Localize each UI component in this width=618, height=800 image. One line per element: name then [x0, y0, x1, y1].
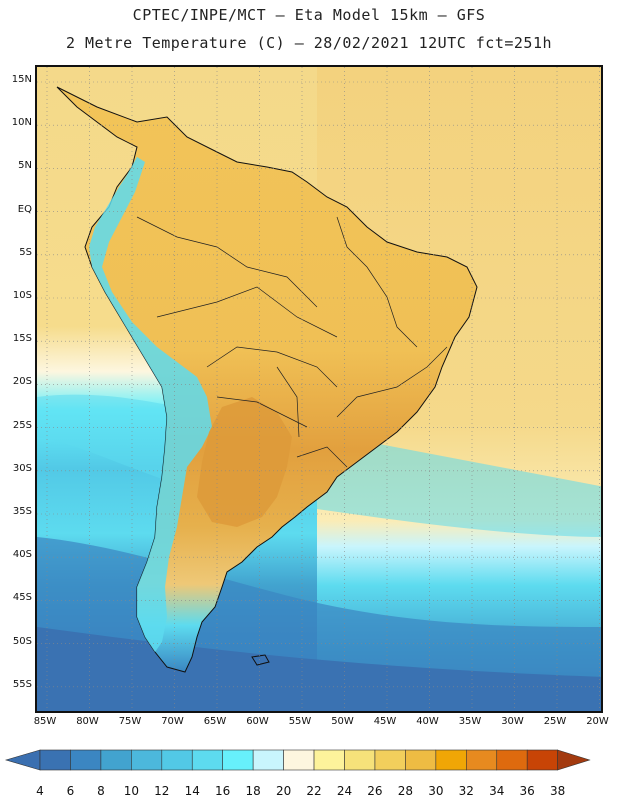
lat-tick-label: 50S — [12, 635, 32, 647]
andes-cold-strip — [89, 157, 212, 652]
colorbar-segment — [405, 749, 437, 771]
chart-title-line2: 2 Metre Temperature (C) – 28/02/2021 12U… — [65, 34, 553, 52]
lat-tick-label: 35S — [12, 506, 32, 517]
temperature-map — [37, 67, 601, 711]
lat-tick-label: 45S — [12, 592, 32, 604]
colorbar-segment — [283, 749, 315, 771]
colorbar-tick-label: 16 — [215, 784, 231, 798]
lon-tick-label: 50W — [331, 716, 354, 727]
colorbar-segment — [100, 749, 132, 771]
lon-tick-label: 25W — [543, 716, 567, 727]
lon-tick-label: 45W — [373, 716, 397, 727]
colorbar-tick-label: 12 — [154, 784, 170, 798]
lon-tick-label: 75W — [118, 716, 142, 727]
colorbar-segment — [70, 749, 102, 771]
colorbar-segment — [313, 749, 345, 771]
colorbar-tick-label: 36 — [519, 784, 535, 798]
map-frame — [35, 65, 603, 713]
lat-tick-label: 10S — [12, 290, 32, 301]
lat-tick-label: 20S — [12, 376, 32, 388]
colorbar-tick-label: 28 — [397, 784, 414, 798]
lat-tick-label: 40S — [12, 549, 32, 561]
lon-tick-label: 20W — [586, 716, 609, 727]
colorbar-segment — [222, 749, 254, 771]
colorbar-segment — [131, 749, 163, 771]
lat-tick-label: EQ — [17, 203, 32, 215]
colorbar-tick-label: 20 — [275, 784, 292, 798]
colorbar-tick-label: 14 — [184, 784, 200, 798]
colorbar-segment — [191, 749, 224, 771]
colorbar-segment — [161, 749, 193, 771]
lat-tick-label: 25S — [12, 419, 32, 431]
lon-tick-label: 30W — [501, 716, 524, 727]
lon-tick-label: 40W — [416, 716, 439, 727]
colorbar-tick-label: 6 — [66, 784, 75, 798]
colorbar-segment — [526, 749, 558, 771]
chart-title-line1: CPTEC/INPE/MCT – Eta Model 15km – GFS — [132, 6, 486, 24]
colorbar-tick-label: 10 — [123, 784, 139, 798]
lon-tick-label: 55W — [288, 716, 312, 727]
colorbar-tick-label: 26 — [367, 784, 383, 798]
country-borders — [136, 216, 448, 468]
lat-tick-label: 5N — [18, 160, 32, 172]
colorbar-segment — [496, 749, 528, 771]
colorbar-tick-label: 38 — [550, 784, 566, 798]
lat-tick-label: 5S — [19, 246, 32, 258]
colorbar-segment — [252, 749, 284, 771]
lon-tick-label: 80W — [76, 716, 99, 727]
colorbar-segment — [374, 749, 406, 771]
colorbar-segment — [435, 749, 467, 771]
lon-tick-label: 60W — [246, 716, 269, 727]
colorbar — [4, 749, 591, 771]
lat-tick-label: 30S — [12, 462, 32, 474]
lat-tick-label: 15S — [12, 333, 32, 345]
colorbar-tick-label: 34 — [489, 784, 505, 798]
lon-tick-label: 35W — [458, 716, 482, 727]
hot-interior-region — [197, 397, 292, 527]
lat-lon-grid — [37, 67, 601, 711]
lat-tick-label: 15N — [11, 74, 32, 85]
colorbar-tick-label: 18 — [245, 784, 261, 798]
colorbar-tick-label: 22 — [306, 784, 322, 798]
falkland-islands — [251, 654, 270, 666]
lon-tick-label: 70W — [161, 716, 184, 727]
lat-tick-label: 10N — [11, 117, 32, 129]
lon-tick-label: 65W — [203, 716, 227, 727]
lat-tick-label: 55S — [12, 678, 32, 690]
colorbar-tick-label: 30 — [428, 784, 444, 798]
colorbar-under-arrow — [4, 749, 41, 771]
colorbar-tick-label: 32 — [458, 784, 474, 798]
colorbar-segment — [344, 749, 376, 771]
colorbar-tick-label: 4 — [36, 784, 44, 798]
colorbar-tick-label: 8 — [97, 784, 105, 798]
colorbar-segment — [39, 749, 71, 771]
colorbar-over-arrow — [557, 749, 591, 771]
lon-tick-label: 85W — [33, 716, 57, 727]
colorbar-tick-label: 24 — [336, 784, 353, 798]
colorbar-segment — [465, 749, 498, 771]
